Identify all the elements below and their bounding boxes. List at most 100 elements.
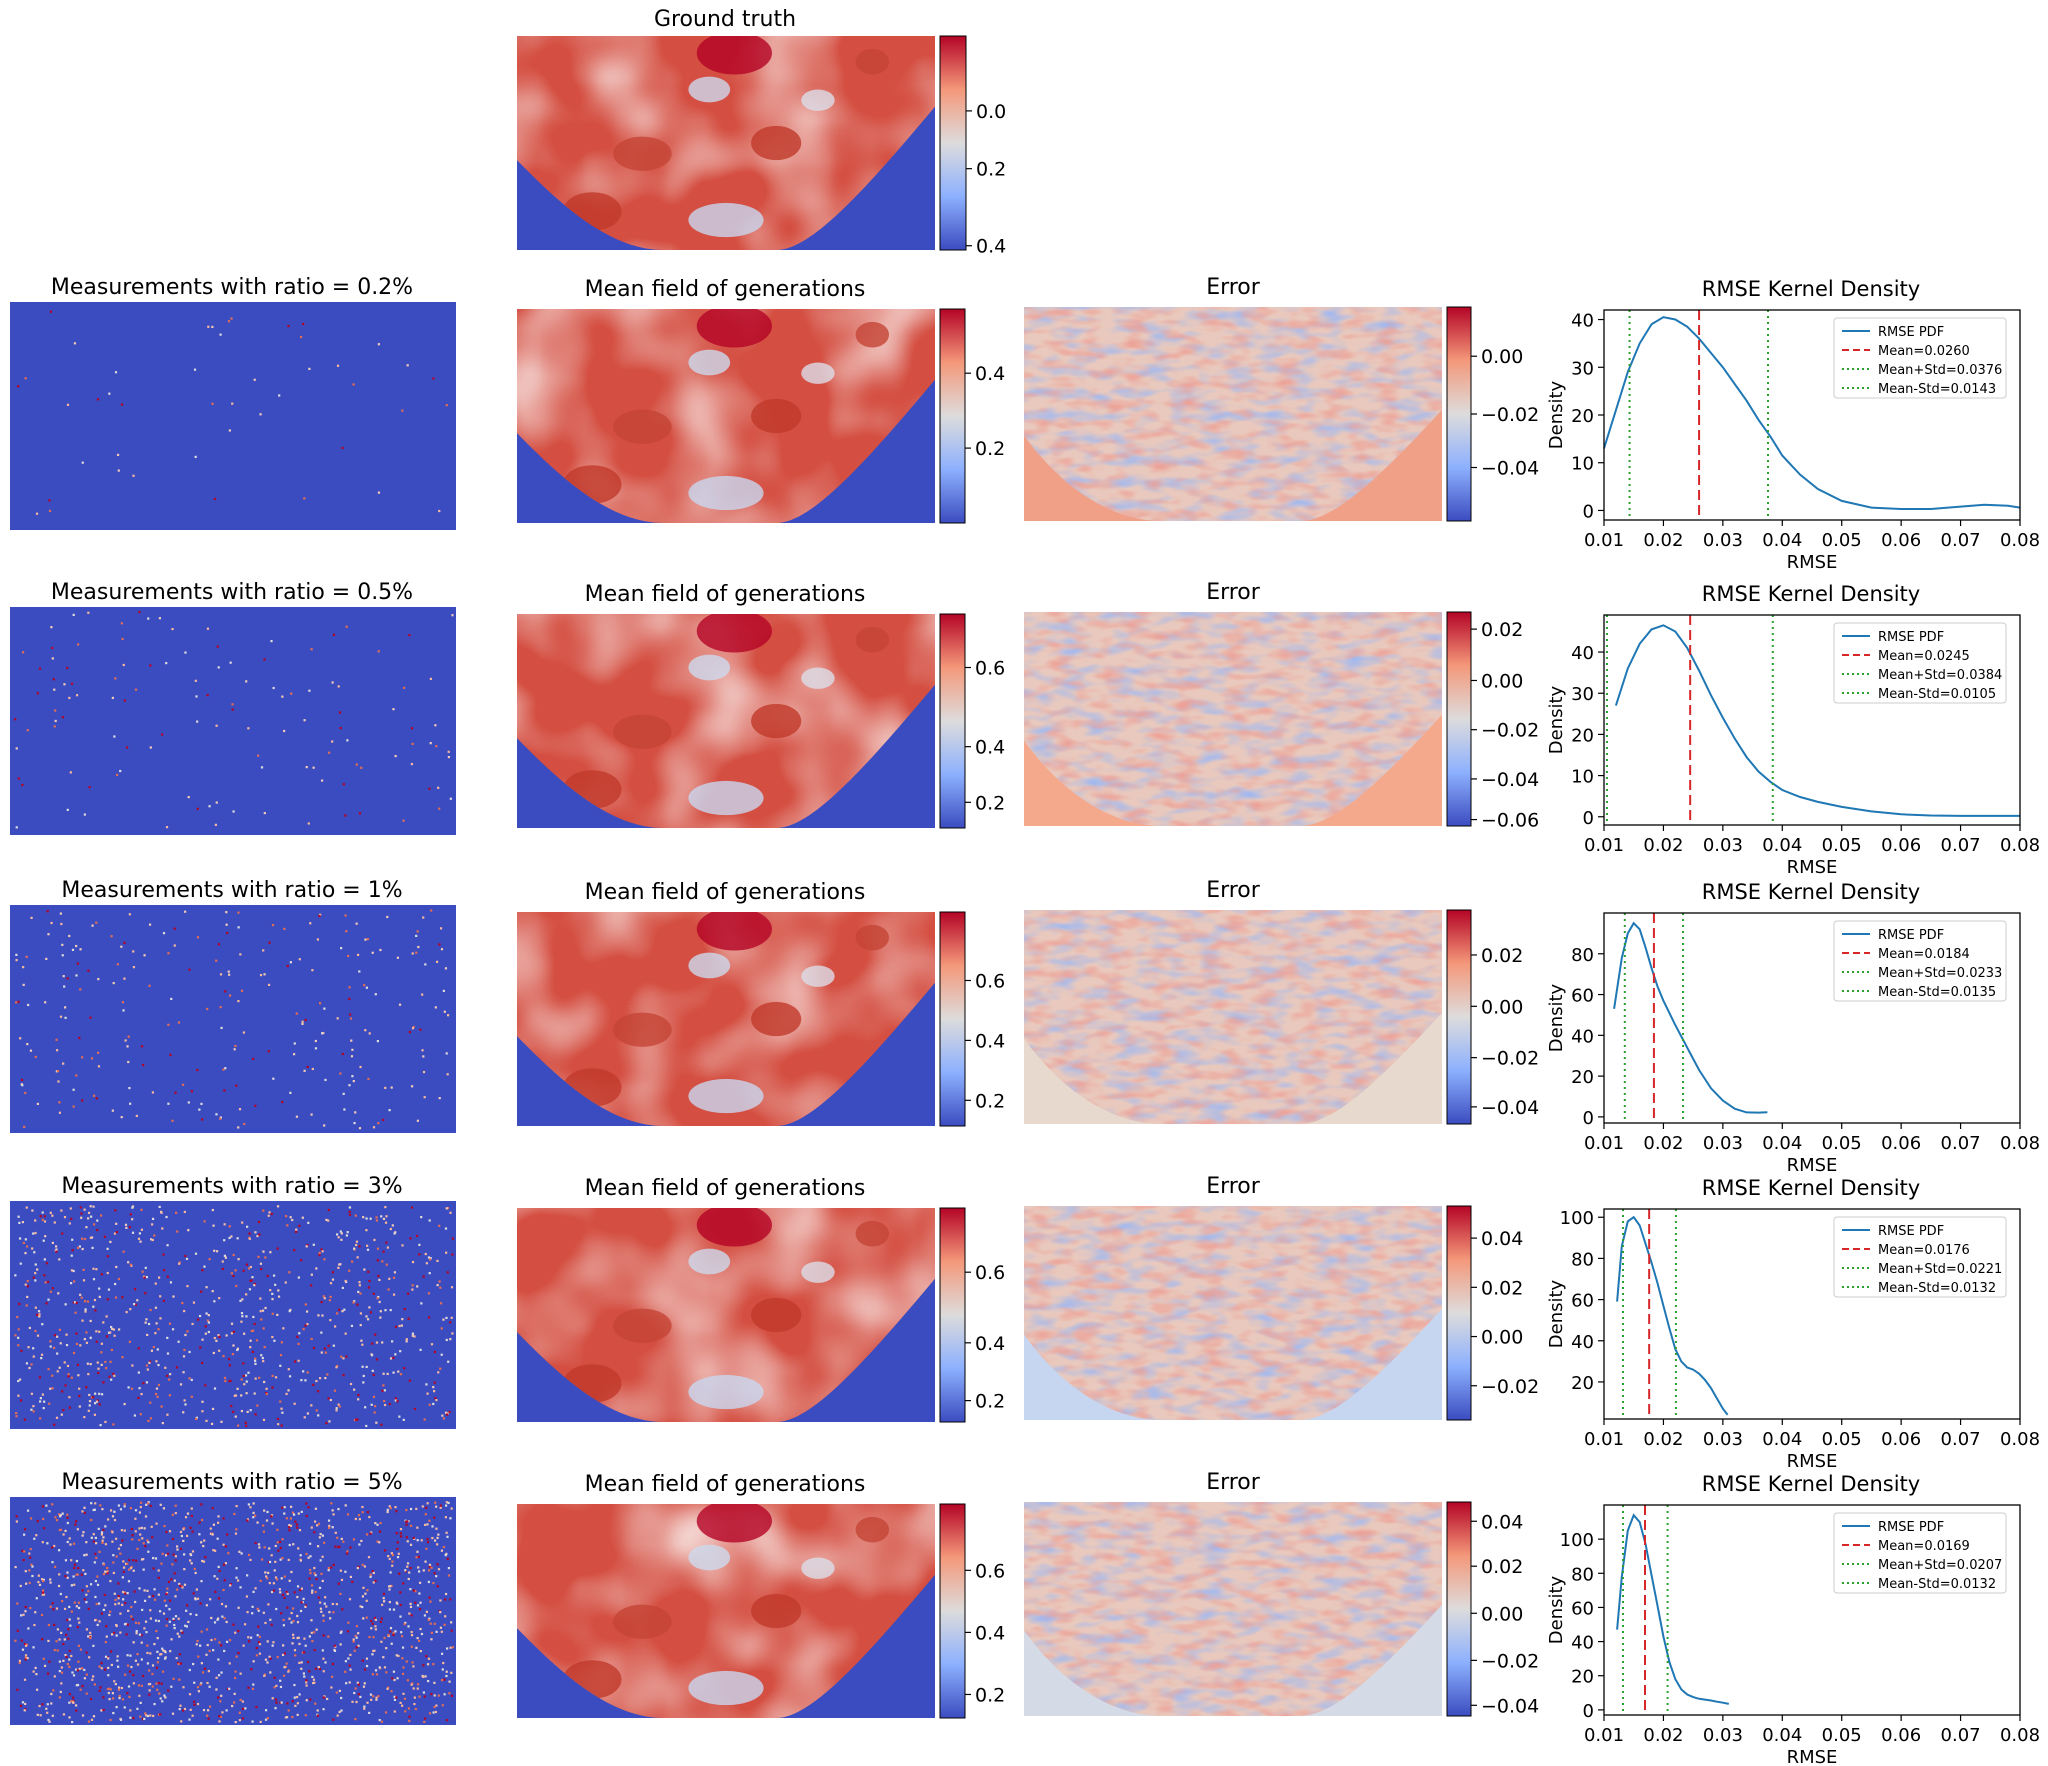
measurement-point <box>377 343 380 346</box>
measurement-point <box>421 1505 424 1508</box>
measurement-point <box>93 1094 96 1097</box>
measurement-point <box>390 1086 393 1089</box>
x-tick-label: 0.08 <box>2000 1133 2040 1154</box>
measurement-point <box>171 627 174 631</box>
colorbar-tick-label: 0.02 <box>1481 1277 1523 1299</box>
measurement-point <box>405 1536 408 1539</box>
measurement-point <box>450 1286 454 1289</box>
measurement-point <box>304 1644 307 1647</box>
measurement-point <box>113 735 116 738</box>
measurement-point <box>48 509 52 512</box>
measurement-point <box>282 1618 285 1622</box>
measurement-point <box>153 1702 156 1706</box>
measurement-point <box>66 1513 69 1516</box>
measurement-point <box>164 1554 168 1557</box>
colorbar-tick-label: 0.00 <box>1481 1327 1523 1349</box>
measurement-point <box>378 1530 382 1533</box>
measurement-point <box>167 1023 170 1026</box>
measurement-point <box>174 1555 177 1558</box>
measurement-point <box>270 1212 273 1216</box>
measurement-points <box>14 1205 454 1428</box>
measurement-point <box>446 1412 449 1415</box>
x-tick-label: 0.02 <box>1643 835 1683 856</box>
measurement-point <box>226 1533 229 1536</box>
measurement-point <box>234 1676 237 1680</box>
measurement-point <box>233 1701 236 1704</box>
measurement-point <box>80 1216 83 1219</box>
measurement-point <box>51 1602 54 1605</box>
measurement-point <box>96 1575 99 1578</box>
measurement-point <box>134 1659 138 1662</box>
measurement-point <box>279 1591 282 1594</box>
measurement-point <box>380 1640 383 1643</box>
measurement-point <box>69 1207 72 1210</box>
measurement-point <box>389 1308 392 1312</box>
measurement-point <box>230 1332 234 1335</box>
x-axis-label: RMSE <box>1787 552 1838 573</box>
colorbar-tick-label: 0.2 <box>976 159 1006 181</box>
measurement-point <box>109 1688 112 1691</box>
measurement-point <box>104 1655 108 1658</box>
measurement-point <box>104 1525 107 1528</box>
measurement-point <box>286 1606 289 1609</box>
measurement-point <box>376 1523 379 1526</box>
measurement-point <box>64 1654 67 1657</box>
measurement-point <box>68 1693 71 1696</box>
measurement-point <box>85 1585 88 1588</box>
measurement-point <box>311 1589 314 1592</box>
measurement-point <box>312 766 315 769</box>
measurement-point <box>353 1649 356 1652</box>
measurement-point <box>432 1663 435 1666</box>
measurement-point <box>324 1376 327 1380</box>
measurement-point <box>422 1664 425 1667</box>
measurement-point <box>310 1284 313 1287</box>
measurement-point <box>108 1687 111 1690</box>
measurement-point <box>72 1301 75 1304</box>
measurement-point <box>301 1601 304 1604</box>
measurement-point <box>405 1523 408 1526</box>
measurement-point <box>389 1571 392 1574</box>
measurement-point <box>373 1649 376 1652</box>
measurement-point <box>423 1614 427 1617</box>
measurement-point <box>130 1527 133 1531</box>
measurement-point <box>75 1684 78 1687</box>
measurement-point <box>32 1355 35 1358</box>
measurement-point <box>296 1713 299 1716</box>
measurement-point <box>407 1625 410 1628</box>
measurement-point <box>17 385 20 388</box>
measurement-point <box>372 1395 376 1399</box>
measurement-point <box>252 1590 255 1593</box>
measurement-point <box>33 1537 36 1540</box>
measurement-point <box>151 1672 154 1676</box>
measurement-point <box>111 1692 114 1695</box>
measurement-point <box>332 1718 335 1721</box>
measurement-point <box>289 961 292 964</box>
measurement-point <box>315 1409 318 1412</box>
measurement-point <box>316 1545 320 1548</box>
measurement-point <box>162 932 166 935</box>
measurement-point <box>148 1595 151 1598</box>
measurement-point <box>148 1360 152 1363</box>
measurement-point <box>409 1605 413 1609</box>
measurement-point <box>212 1649 215 1652</box>
x-tick-label: 0.08 <box>2000 1429 2040 1450</box>
measurement-point <box>439 1286 442 1289</box>
measurement-point <box>223 1649 226 1653</box>
measurement-point <box>296 1526 299 1529</box>
measurement-point <box>357 1683 360 1686</box>
measurement-point <box>177 1021 181 1024</box>
measurement-point <box>380 1215 383 1218</box>
measurement-point <box>148 923 152 926</box>
measurement-point <box>28 1569 31 1572</box>
measurement-point <box>134 1530 137 1533</box>
field-blob <box>751 398 802 434</box>
measurement-point <box>122 1566 126 1569</box>
measurement-point <box>225 1334 228 1337</box>
measurement-point <box>166 1552 170 1555</box>
measurement-point <box>49 310 53 313</box>
measurement-point <box>200 1503 203 1506</box>
measurement-point <box>63 1638 66 1641</box>
field-blob <box>688 780 764 816</box>
measurement-point <box>345 1355 348 1358</box>
measurement-point <box>251 1329 255 1332</box>
